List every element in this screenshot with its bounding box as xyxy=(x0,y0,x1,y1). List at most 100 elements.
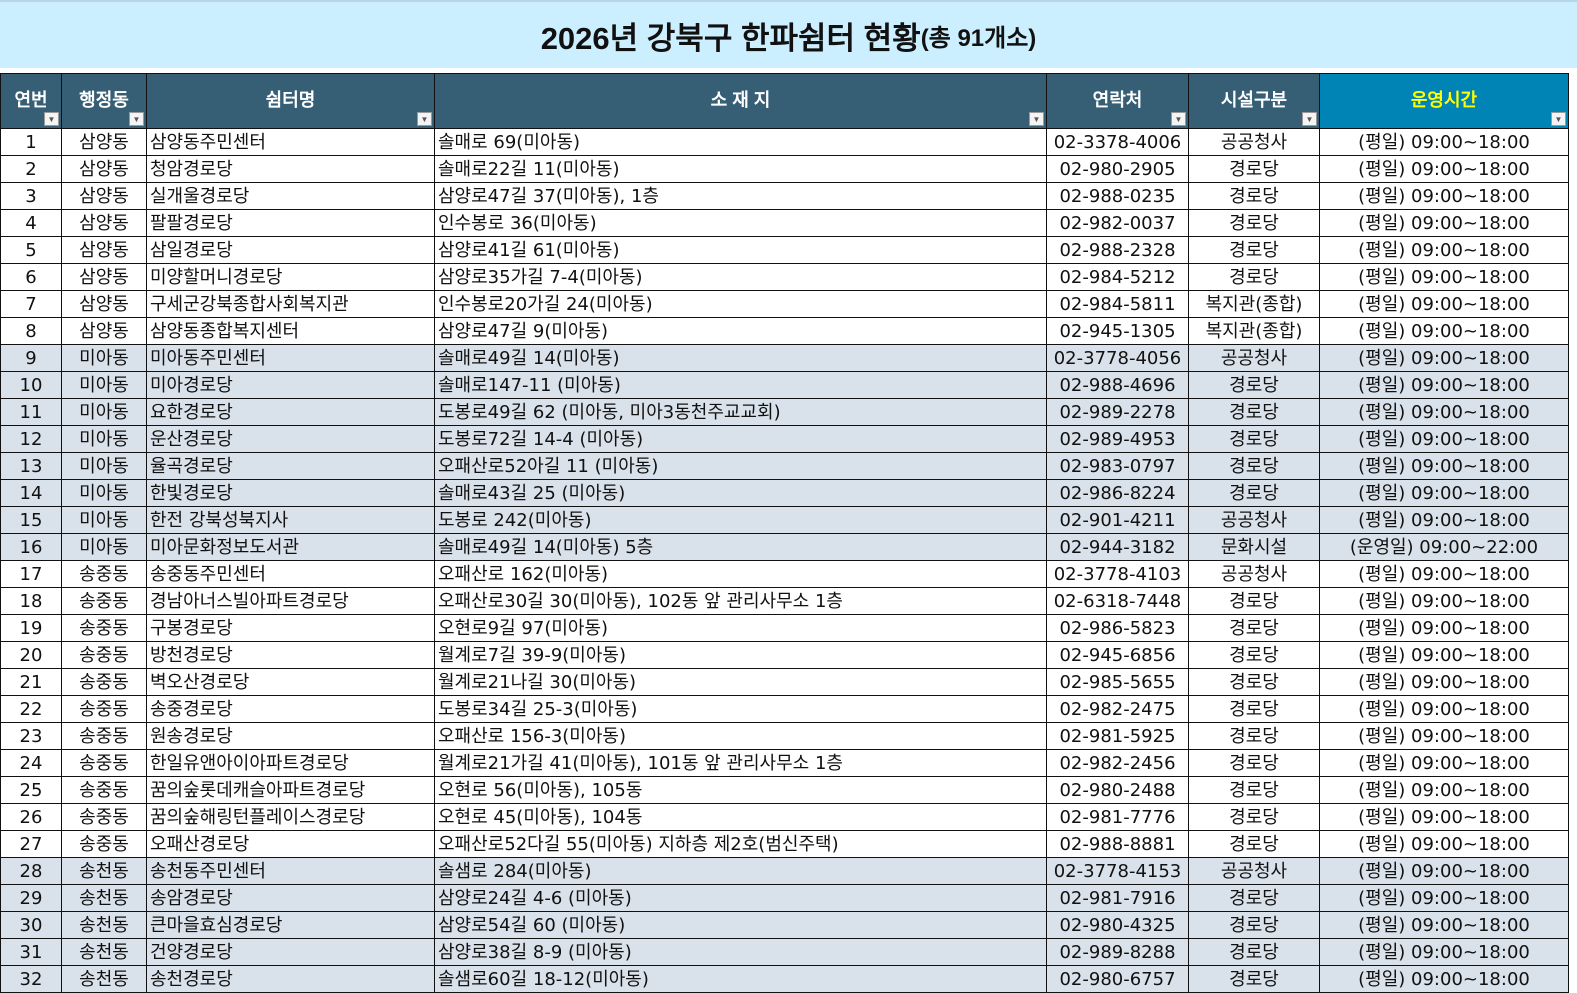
cell-address[interactable]: 월계로7길 39-9(미아동) xyxy=(434,641,1047,669)
cell-hours[interactable]: (평일) 09:00~18:00 xyxy=(1319,614,1569,642)
cell-number[interactable]: 8 xyxy=(0,317,62,345)
cell-address[interactable]: 삼양로38길 8-9 (미아동) xyxy=(434,938,1047,966)
cell-address[interactable]: 삼양로47길 9(미아동) xyxy=(434,317,1047,345)
cell-address[interactable]: 오패산로30길 30(미아동), 102동 앞 관리사무소 1층 xyxy=(434,587,1047,615)
cell-hours[interactable]: (평일) 09:00~18:00 xyxy=(1319,776,1569,804)
cell-shelter-name[interactable]: 송중동주민센터 xyxy=(146,560,435,588)
cell-phone[interactable]: 02-945-6856 xyxy=(1046,641,1189,669)
cell-hours[interactable]: (평일) 09:00~18:00 xyxy=(1319,182,1569,210)
cell-district[interactable]: 송중동 xyxy=(61,668,147,696)
cell-number[interactable]: 3 xyxy=(0,182,62,210)
cell-address[interactable]: 솔매로22길 11(미아동) xyxy=(434,155,1047,183)
cell-number[interactable]: 22 xyxy=(0,695,62,723)
cell-phone[interactable]: 02-3778-4056 xyxy=(1046,344,1189,372)
cell-shelter-name[interactable]: 삼일경로당 xyxy=(146,236,435,264)
cell-number[interactable]: 18 xyxy=(0,587,62,615)
cell-phone[interactable]: 02-984-5811 xyxy=(1046,290,1189,318)
cell-shelter-name[interactable]: 건양경로당 xyxy=(146,938,435,966)
cell-district[interactable]: 삼양동 xyxy=(61,182,147,210)
cell-phone[interactable]: 02-989-8288 xyxy=(1046,938,1189,966)
cell-shelter-name[interactable]: 한전 강북성북지사 xyxy=(146,506,435,534)
cell-shelter-name[interactable]: 운산경로당 xyxy=(146,425,435,453)
cell-address[interactable]: 도봉로34길 25-3(미아동) xyxy=(434,695,1047,723)
cell-address[interactable]: 인수봉로20가길 24(미아동) xyxy=(434,290,1047,318)
cell-facility-type[interactable]: 공공청사 xyxy=(1188,857,1320,885)
cell-number[interactable]: 12 xyxy=(0,425,62,453)
cell-shelter-name[interactable]: 방천경로당 xyxy=(146,641,435,669)
cell-number[interactable]: 17 xyxy=(0,560,62,588)
cell-shelter-name[interactable]: 구세군강북종합사회복지관 xyxy=(146,290,435,318)
cell-district[interactable]: 삼양동 xyxy=(61,155,147,183)
cell-shelter-name[interactable]: 삼양동종합복지센터 xyxy=(146,317,435,345)
cell-facility-type[interactable]: 경로당 xyxy=(1188,155,1320,183)
cell-address[interactable]: 솔매로147-11 (미아동) xyxy=(434,371,1047,399)
cell-address[interactable]: 삼양로24길 4-6 (미아동) xyxy=(434,884,1047,912)
cell-hours[interactable]: (평일) 09:00~18:00 xyxy=(1319,263,1569,291)
cell-facility-type[interactable]: 복지관(종합) xyxy=(1188,290,1320,318)
cell-number[interactable]: 25 xyxy=(0,776,62,804)
cell-district[interactable]: 송천동 xyxy=(61,884,147,912)
cell-number[interactable]: 19 xyxy=(0,614,62,642)
cell-district[interactable]: 송천동 xyxy=(61,911,147,939)
cell-phone[interactable]: 02-981-7776 xyxy=(1046,803,1189,831)
cell-number[interactable]: 14 xyxy=(0,479,62,507)
cell-district[interactable]: 삼양동 xyxy=(61,128,147,156)
cell-phone[interactable]: 02-984-5212 xyxy=(1046,263,1189,291)
cell-hours[interactable]: (평일) 09:00~18:00 xyxy=(1319,344,1569,372)
cell-number[interactable]: 9 xyxy=(0,344,62,372)
cell-address[interactable]: 솔샘로60길 18-12(미아동) xyxy=(434,965,1047,993)
cell-address[interactable]: 인수봉로 36(미아동) xyxy=(434,209,1047,237)
cell-shelter-name[interactable]: 벽오산경로당 xyxy=(146,668,435,696)
filter-dropdown-icon[interactable]: ▼ xyxy=(44,112,59,126)
cell-phone[interactable]: 02-988-2328 xyxy=(1046,236,1189,264)
cell-district[interactable]: 미아동 xyxy=(61,506,147,534)
cell-address[interactable]: 삼양로54길 60 (미아동) xyxy=(434,911,1047,939)
cell-phone[interactable]: 02-982-2475 xyxy=(1046,695,1189,723)
cell-shelter-name[interactable]: 율곡경로당 xyxy=(146,452,435,480)
cell-district[interactable]: 송중동 xyxy=(61,722,147,750)
cell-district[interactable]: 송천동 xyxy=(61,965,147,993)
cell-district[interactable]: 삼양동 xyxy=(61,236,147,264)
cell-facility-type[interactable]: 경로당 xyxy=(1188,452,1320,480)
cell-hours[interactable]: (운영일) 09:00~22:00 xyxy=(1319,533,1569,561)
cell-number[interactable]: 6 xyxy=(0,263,62,291)
cell-facility-type[interactable]: 경로당 xyxy=(1188,749,1320,777)
cell-phone[interactable]: 02-6318-7448 xyxy=(1046,587,1189,615)
cell-number[interactable]: 30 xyxy=(0,911,62,939)
cell-hours[interactable]: (평일) 09:00~18:00 xyxy=(1319,128,1569,156)
cell-hours[interactable]: (평일) 09:00~18:00 xyxy=(1319,371,1569,399)
filter-dropdown-icon[interactable]: ▼ xyxy=(129,112,144,126)
cell-facility-type[interactable]: 경로당 xyxy=(1188,830,1320,858)
cell-number[interactable]: 29 xyxy=(0,884,62,912)
cell-district[interactable]: 송중동 xyxy=(61,587,147,615)
cell-district[interactable]: 송천동 xyxy=(61,938,147,966)
filter-dropdown-icon[interactable]: ▼ xyxy=(1029,112,1044,126)
cell-phone[interactable]: 02-989-4953 xyxy=(1046,425,1189,453)
cell-address[interactable]: 도봉로72길 14-4 (미아동) xyxy=(434,425,1047,453)
cell-shelter-name[interactable]: 큰마을효심경로당 xyxy=(146,911,435,939)
cell-number[interactable]: 24 xyxy=(0,749,62,777)
cell-shelter-name[interactable]: 송천경로당 xyxy=(146,965,435,993)
cell-hours[interactable]: (평일) 09:00~18:00 xyxy=(1319,425,1569,453)
cell-shelter-name[interactable]: 송암경로당 xyxy=(146,884,435,912)
cell-facility-type[interactable]: 경로당 xyxy=(1188,668,1320,696)
cell-phone[interactable]: 02-980-6757 xyxy=(1046,965,1189,993)
cell-shelter-name[interactable]: 미아경로당 xyxy=(146,371,435,399)
cell-district[interactable]: 미아동 xyxy=(61,479,147,507)
cell-district[interactable]: 송중동 xyxy=(61,749,147,777)
cell-facility-type[interactable]: 경로당 xyxy=(1188,371,1320,399)
cell-phone[interactable]: 02-3378-4006 xyxy=(1046,128,1189,156)
cell-district[interactable]: 송중동 xyxy=(61,641,147,669)
cell-hours[interactable]: (평일) 09:00~18:00 xyxy=(1319,830,1569,858)
cell-number[interactable]: 26 xyxy=(0,803,62,831)
cell-shelter-name[interactable]: 경남아너스빌아파트경로당 xyxy=(146,587,435,615)
cell-district[interactable]: 삼양동 xyxy=(61,290,147,318)
cell-district[interactable]: 송중동 xyxy=(61,776,147,804)
cell-district[interactable]: 미아동 xyxy=(61,344,147,372)
cell-address[interactable]: 도봉로49길 62 (미아동, 미아3동천주교교회) xyxy=(434,398,1047,426)
cell-number[interactable]: 5 xyxy=(0,236,62,264)
cell-address[interactable]: 솔매로49길 14(미아동) 5층 xyxy=(434,533,1047,561)
cell-address[interactable]: 삼양로41길 61(미아동) xyxy=(434,236,1047,264)
cell-facility-type[interactable]: 경로당 xyxy=(1188,965,1320,993)
cell-phone[interactable]: 02-944-3182 xyxy=(1046,533,1189,561)
